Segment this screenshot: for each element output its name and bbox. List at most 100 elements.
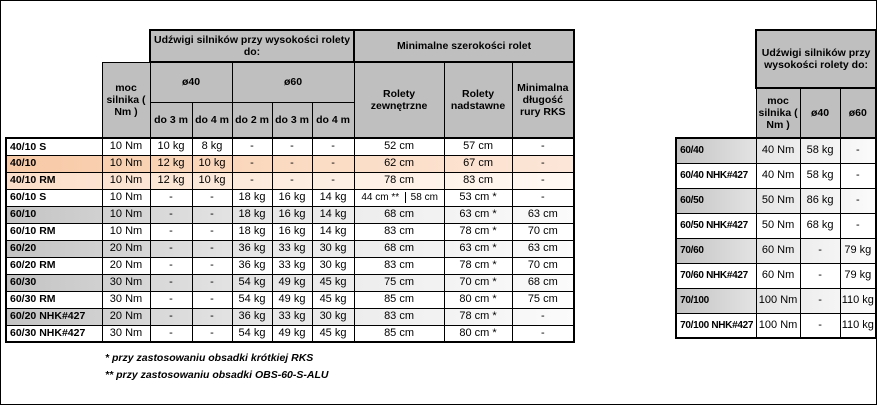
split-subcell: 58 cm [410,191,438,203]
lift-capacity-cell: 36 kg [231,239,273,258]
tables-container: Udźwigi silników przy wysokości rolety d… [5,29,876,343]
row-label: 70/60 [675,237,757,264]
footnote-short-rks: * przy zastosowaniu obsadki krótkiej RKS [105,352,314,364]
lift-capacity-60-cell: 79 kg [839,237,876,264]
left-header-row-2: moc silnika ( Nm ) ø40 ø60 Rolety zewnęt… [6,61,576,139]
lift-capacity-cell: - [149,307,193,326]
topmount-width-cell: 70 cm * [443,273,513,292]
lift-capacity-cell: 54 kg [231,290,273,309]
external-width-cell: 68 cm [353,239,445,258]
lift-capacity-cell: 30 kg [311,307,355,326]
lift-capacity-cell: - [311,171,355,190]
topmount-width-cell: 63 cm * [443,239,513,258]
lift-capacity-40-cell: 58 kg [799,162,841,189]
lift-capacity-cell: - [149,239,193,258]
power-cell: 10 Nm [101,137,151,156]
lift-capacity-cell: 30 kg [311,239,355,258]
power-cell: 20 Nm [101,239,151,258]
external-width-cell: 85 cm [353,290,445,309]
lift-capacity-40-cell: - [799,287,841,314]
left-table-row: 40/10 RM 10 Nm 12 kg 10 kg - - -78 cm 83 cm - [5,171,576,190]
lift-capacity-cell: - [149,256,193,275]
left-lift-title: Udźwigi silników przy wysokości rolety d… [148,29,356,63]
lift-capacity-cell: 12 kg [149,154,193,173]
lift-capacity-cell: 10 kg [191,154,233,173]
min-tube-length-cell: 70 cm [511,256,576,275]
row-label: 60/30 RM [5,290,103,309]
topmount-width-cell: 80 cm * [443,290,513,309]
power-cell: 100 Nm [755,287,801,314]
lift-capacity-cell: - [271,154,313,173]
lift-capacity-60-cell: - [839,162,876,189]
lift-capacity-cell: - [231,137,273,156]
right-table-row: 60/50 NHK#427 50 Nm 68 kg - [675,212,876,239]
row-label: 60/50 [675,187,757,214]
power-cell: 30 Nm [101,290,151,309]
left-topmount-shutter-header: Rolety nadstawne [443,61,513,139]
lift-capacity-cell: - [191,222,233,241]
external-width-cell: 68 cm [353,205,445,224]
right-table-row: 60/40 40 Nm 58 kg - [675,137,876,164]
power-cell: 60 Nm [755,262,801,289]
right-power-header: moc silnika ( Nm ) [755,87,801,139]
min-tube-length-cell: 63 cm [511,205,576,224]
right-table-row: 60/50 50 Nm 86 kg - [675,187,876,214]
row-label: 70/60 NHK#427 [675,262,757,289]
lift-capacity-cell: - [149,205,193,224]
lift-capacity-cell: - [191,256,233,275]
left-diameter40-header: ø40 [149,61,233,103]
lift-capacity-cell: 12 kg [149,171,193,190]
lift-capacity-60-cell: - [839,212,876,239]
row-label: 40/10 [5,154,103,173]
lift-capacity-cell: 16 kg [271,222,313,241]
external-width-cell: 52 cm [353,137,445,156]
row-label: 60/20 [5,239,103,258]
external-width-cell: 85 cm [353,324,445,343]
right-header-row-2: moc silnika ( Nm ) ø40 ø60 [676,87,876,139]
external-width-cell: 44 cm ** 58 cm [353,188,445,207]
topmount-width-cell: 57 cm [443,137,513,156]
lift-capacity-cell: - [311,154,355,173]
right-header-row-1: Udźwigi silników przy wysokości rolety d… [676,29,876,89]
lift-capacity-cell: - [231,171,273,190]
left-sub-header-4: do 3 m [271,101,313,139]
left-table-row: 40/10 10 Nm 12 kg 10 kg - - -62 cm 67 cm - [5,154,576,173]
right-diameter60-header: ø60 [839,87,876,139]
motor-lift-table-left: Udźwigi silników przy wysokości rolety d… [5,29,576,343]
footnotes: * przy zastosowaniu obsadki krótkiej RKS… [105,352,876,381]
left-sub-header-2: do 4 m [191,101,233,139]
lift-capacity-cell: - [311,137,355,156]
lift-capacity-cell: - [191,188,233,207]
power-cell: 50 Nm [755,212,801,239]
topmount-width-cell: 53 cm * [443,188,513,207]
power-cell: 10 Nm [101,205,151,224]
lift-capacity-cell: - [149,222,193,241]
lift-capacity-40-cell: 58 kg [799,137,841,164]
lift-capacity-cell: 36 kg [231,256,273,275]
row-label: 60/10 RM [5,222,103,241]
lift-capacity-cell: 18 kg [231,188,273,207]
lift-capacity-40-cell: 68 kg [799,212,841,239]
split-subcell: 44 cm ** [356,191,407,204]
power-spacer [102,30,150,62]
lift-capacity-cell: 14 kg [311,222,355,241]
left-external-shutter-header: Rolety zewnętrzne [353,61,445,139]
lift-capacity-cell: - [149,188,193,207]
motor-lift-table-right: Udźwigi silników przy wysokości rolety d… [675,29,876,339]
lift-capacity-cell: - [149,290,193,309]
left-table-row: 60/10 RM 10 Nm - -18 kg 16 kg 14 kg 83 cm 78 cm… [5,222,576,241]
topmount-width-cell: 78 cm * [443,307,513,326]
lift-capacity-60-cell: - [839,137,876,164]
right-table-row: 70/60 NHK#427 60 Nm -79 kg [675,262,876,289]
left-header-row-1: Udźwigi silników przy wysokości rolety d… [6,29,576,63]
power-cell: 40 Nm [755,162,801,189]
left-table-row: 60/30 NHK#427 30 Nm - -54 kg 49 kg 45 kg 85 cm… [5,324,576,343]
row-label: 60/50 NHK#427 [675,212,757,239]
lift-capacity-cell: - [191,324,233,343]
left-min-tube-length-header: Minimalna długość rury RKS [511,61,576,139]
topmount-width-cell: 78 cm * [443,256,513,275]
power-cell: 10 Nm [101,171,151,190]
right-lift-title: Udźwigi silników przy wysokości rolety d… [755,29,876,89]
external-width-cell: 78 cm [353,171,445,190]
power-cell: 20 Nm [101,256,151,275]
